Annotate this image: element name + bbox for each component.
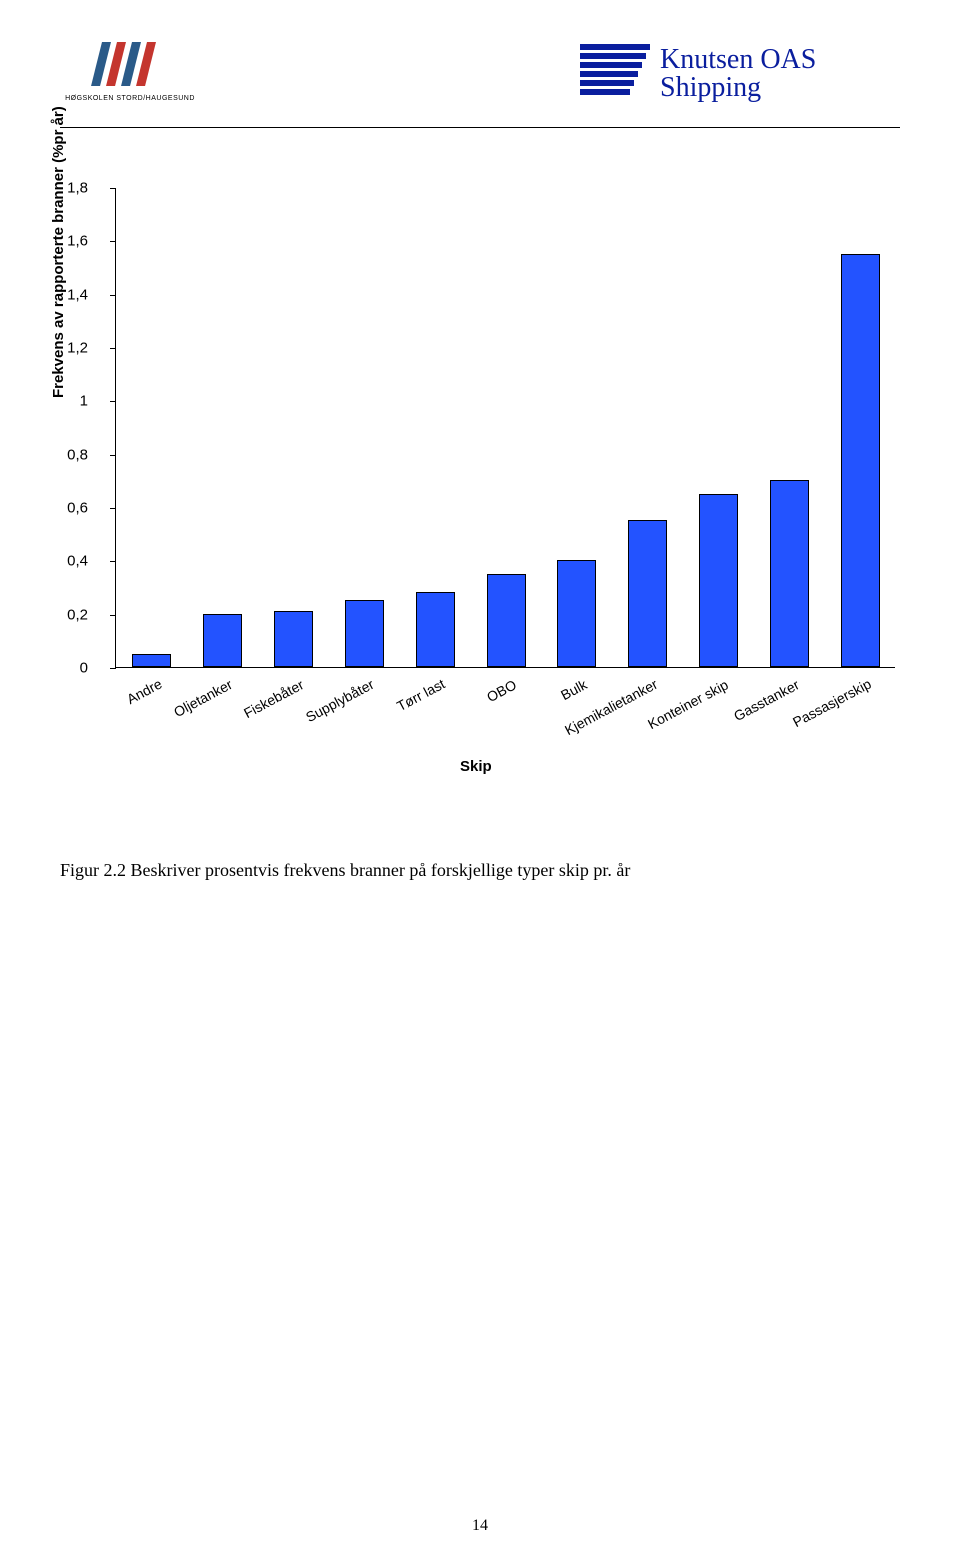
bar (841, 254, 880, 667)
page-header: HØGSKOLEN STORD/HAUGESUND Knutsen OAS Sh… (60, 40, 900, 115)
bar (557, 560, 596, 667)
y-tick-label: 0,2 (67, 606, 88, 623)
bar (416, 592, 455, 667)
y-tick (110, 295, 116, 296)
x-tick-label: Bulk (558, 676, 590, 703)
hsh-logo-text: HØGSKOLEN STORD/HAUGESUND (65, 95, 195, 102)
y-tick (110, 561, 116, 562)
y-tick-label: 1,6 (67, 233, 88, 250)
y-tick (110, 188, 116, 189)
bar (345, 600, 384, 667)
bar (628, 520, 667, 667)
page-number: 14 (0, 1517, 960, 1535)
bar-chart: Frekvens av rapporterte branner (%pr år)… (60, 188, 880, 828)
bar (487, 574, 526, 667)
x-tick-label: Tørr last (394, 676, 448, 715)
bar (132, 654, 171, 667)
y-tick (110, 401, 116, 402)
y-tick-label: 0,4 (67, 553, 88, 570)
header-rule (60, 127, 900, 128)
y-tick-label: 1,2 (67, 340, 88, 357)
bar (699, 494, 738, 667)
y-tick-label: 1,4 (67, 286, 88, 303)
knutsen-line1: Knutsen OAS (660, 44, 816, 75)
plot-area (115, 188, 895, 668)
y-tick (110, 455, 116, 456)
bar (203, 614, 242, 667)
x-axis-label: Skip (460, 758, 492, 775)
y-tick-label: 1 (80, 393, 88, 410)
bar (770, 480, 809, 667)
knutsen-line2: Shipping (660, 72, 761, 103)
x-tick-label: Passasjerskip (790, 676, 874, 731)
x-tick-label: Andre (124, 676, 164, 708)
bar (274, 611, 313, 667)
y-tick-label: 0 (80, 660, 88, 677)
y-tick (110, 615, 116, 616)
figure-caption: Figur 2.2 Beskriver prosentvis frekvens … (60, 860, 630, 881)
y-axis-label: Frekvens av rapporterte branner (%pr år) (50, 106, 67, 398)
y-tick-label: 1,8 (67, 180, 88, 197)
y-tick (110, 348, 116, 349)
x-tick-label: Supplybåter (303, 676, 376, 725)
y-tick (110, 241, 116, 242)
y-tick-label: 0,8 (67, 446, 88, 463)
x-tick-label: Oljetanker (171, 676, 235, 720)
y-tick-label: 0,6 (67, 500, 88, 517)
flag-icon (580, 44, 650, 95)
y-tick (110, 668, 116, 669)
x-tick-label: OBO (484, 676, 519, 705)
y-tick (110, 508, 116, 509)
x-tick-label: Fiskebåter (241, 676, 306, 721)
hsh-logo: HØGSKOLEN STORD/HAUGESUND (60, 40, 200, 107)
knutsen-logo: Knutsen OAS Shipping (580, 40, 900, 115)
